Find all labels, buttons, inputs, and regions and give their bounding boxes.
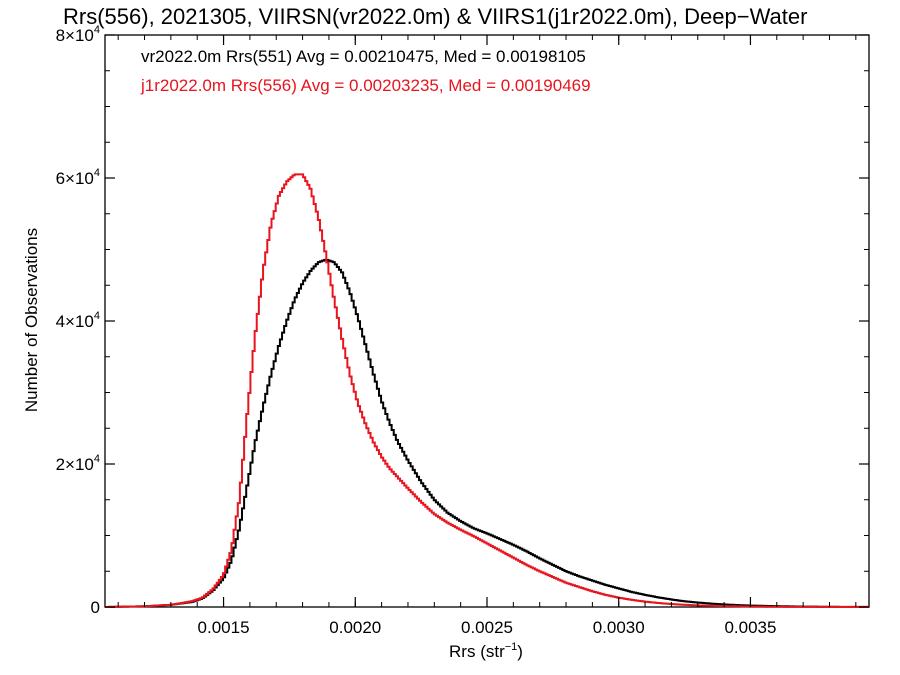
x-tick-label-1: 0.0020 xyxy=(329,618,381,637)
annotation-2: j1r2022.0m Rrs(556) Avg = 0.00203235, Me… xyxy=(140,76,591,95)
y-tick-label-2: 4×104 xyxy=(56,310,100,331)
annotation-1: vr2022.0m Rrs(551) Avg = 0.00210475, Med… xyxy=(141,47,586,66)
y-tick-label-3: 6×104 xyxy=(56,167,100,188)
y-axis-label: Number of Observations xyxy=(22,228,41,412)
x-tick-label-4: 0.0035 xyxy=(724,618,776,637)
x-tick-label-3: 0.0030 xyxy=(593,618,645,637)
x-tick-label-2: 0.0025 xyxy=(461,618,513,637)
x-tick-label-0: 0.0015 xyxy=(198,618,250,637)
chart-title: Rrs(556), 2021305, VIIRSN(vr2022.0m) & V… xyxy=(63,4,807,29)
x-axis-label-superscript: −1 xyxy=(505,641,518,653)
series-1-line xyxy=(105,258,869,608)
y-tick-label-4: 8×104 xyxy=(56,24,100,45)
series-2-line xyxy=(105,173,869,608)
ticks-layer: 0.0015 0.0020 0.0025 0.0030 0.0035 0 2×104 4×10… xyxy=(56,24,869,637)
x-axis-label: Rrs (str−1) xyxy=(449,641,523,661)
series-layer xyxy=(105,173,869,608)
annotations-layer: vr2022.0m Rrs(551) Avg = 0.00210475, Med… xyxy=(140,47,591,95)
y-tick-label-1: 2×104 xyxy=(56,453,100,474)
y-tick-label-0: 0 xyxy=(91,598,100,617)
